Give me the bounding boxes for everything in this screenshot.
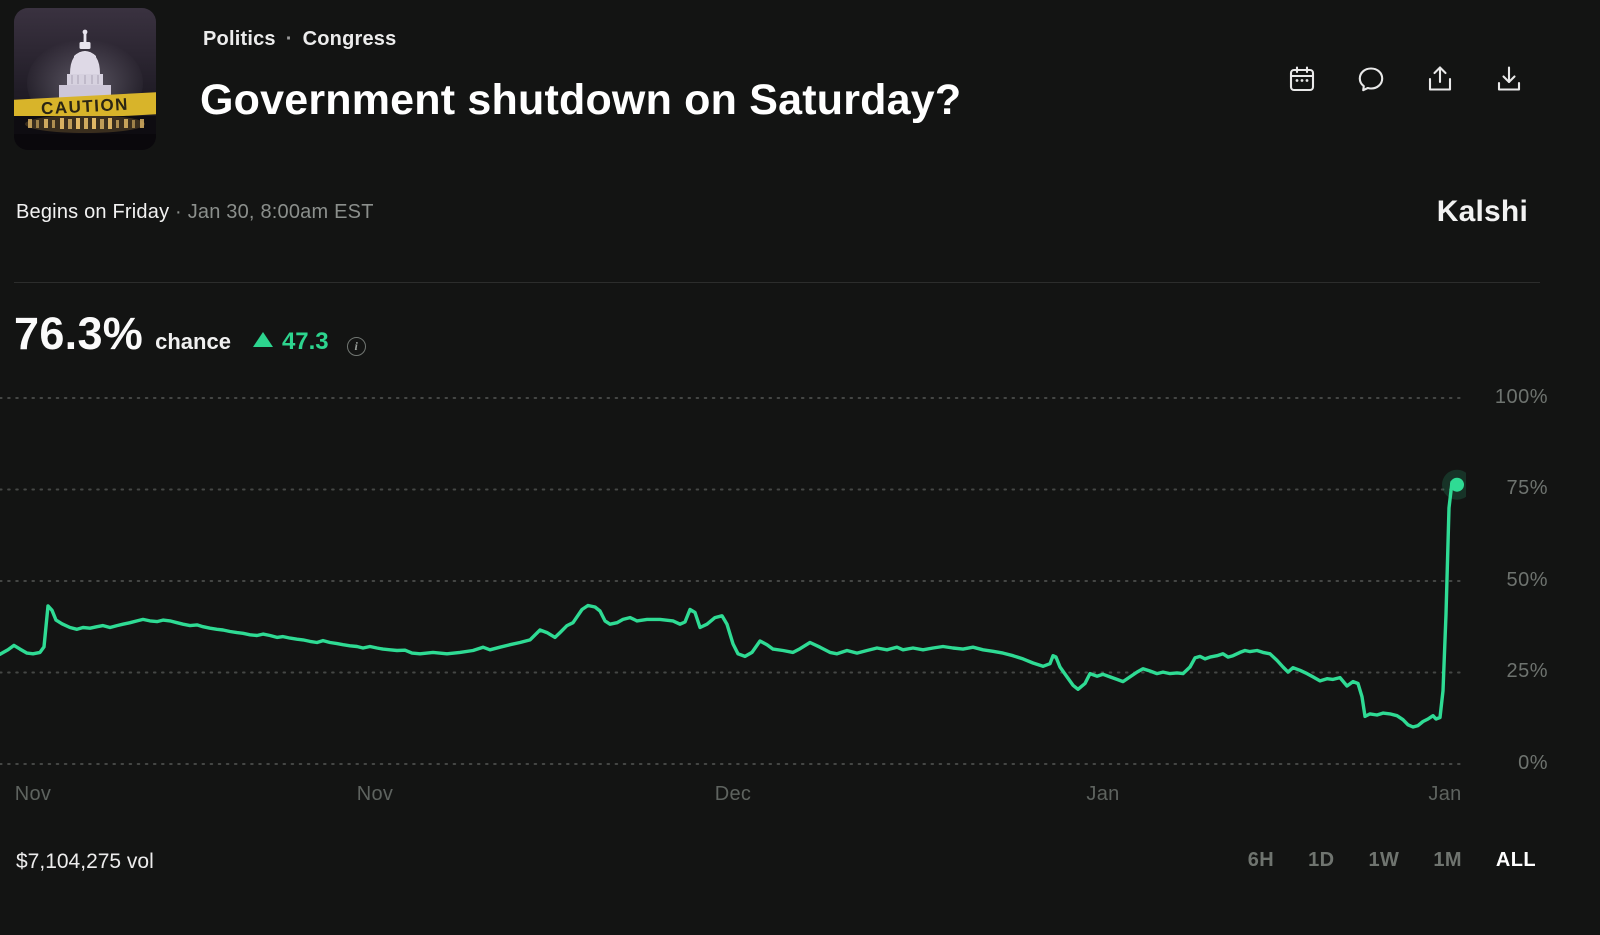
calendar-icon[interactable]	[1287, 64, 1317, 94]
time-range-selector: 6H 1D 1W 1M ALL	[1248, 849, 1536, 872]
chance-label: chance	[155, 329, 231, 354]
y-axis-label-75%: 75%	[1506, 477, 1548, 500]
page-title: Government shutdown on Saturday?	[200, 76, 962, 124]
price-chart-svg[interactable]	[0, 388, 1466, 780]
range-button-6h[interactable]: 6H	[1247, 849, 1275, 871]
x-axis-label-1-Nov: Nov	[356, 783, 394, 805]
event-schedule: Begins on Friday · Jan 30, 8:00am EST	[16, 201, 374, 224]
market-stats: 76.3% chance 47.3 i	[14, 308, 366, 360]
schedule-separator: ·	[175, 201, 182, 223]
info-icon[interactable]: i	[346, 337, 366, 356]
begins-label: Begins on Friday	[16, 201, 170, 223]
breadcrumb: Politics · Congress	[203, 28, 396, 51]
x-axis-label-2-Dec: Dec	[714, 783, 752, 805]
svg-text:CAUTION: CAUTION	[41, 95, 130, 119]
header-divider	[14, 282, 1540, 283]
price-change: 47.3	[252, 327, 329, 356]
x-axis-label-0-Nov: Nov	[14, 783, 52, 805]
market-thumbnail: CAUTION	[14, 8, 156, 150]
comment-icon[interactable]	[1356, 64, 1386, 94]
x-axis-label-4-Jan: Jan	[1428, 783, 1462, 805]
triangle-up-icon	[252, 332, 273, 347]
range-button-1d[interactable]: 1D	[1308, 849, 1335, 871]
y-axis-label-0%: 0%	[1518, 752, 1548, 774]
price-change-value: 47.3	[281, 327, 329, 355]
kalshi-logo: Kalshi	[1436, 195, 1528, 228]
y-axis-label-25%: 25%	[1506, 660, 1548, 683]
breadcrumb-category[interactable]: Politics	[203, 28, 276, 50]
price-chart[interactable]	[0, 388, 1466, 780]
header-toolbar	[1287, 64, 1524, 94]
y-axis-label-50%: 50%	[1506, 568, 1548, 591]
volume-label: $7,104,275 vol	[16, 850, 154, 873]
capitol-caution-image: CAUTION	[14, 8, 156, 150]
y-axis-label-100%: 100%	[1494, 385, 1548, 408]
schedule-datetime: Jan 30, 8:00am EST	[187, 201, 374, 223]
breadcrumb-subcategory[interactable]: Congress	[302, 28, 397, 50]
chance-value: 76.3%	[14, 308, 144, 359]
range-button-1w[interactable]: 1W	[1368, 849, 1400, 871]
endpoint-dot	[1450, 477, 1464, 492]
breadcrumb-separator: ·	[285, 28, 293, 50]
download-icon[interactable]	[1494, 64, 1524, 94]
range-button-all[interactable]: ALL	[1495, 849, 1536, 871]
price-line	[0, 479, 1459, 729]
share-icon[interactable]	[1425, 64, 1455, 94]
range-button-1m[interactable]: 1M	[1433, 849, 1462, 871]
x-axis-label-3-Jan: Jan	[1086, 783, 1120, 805]
